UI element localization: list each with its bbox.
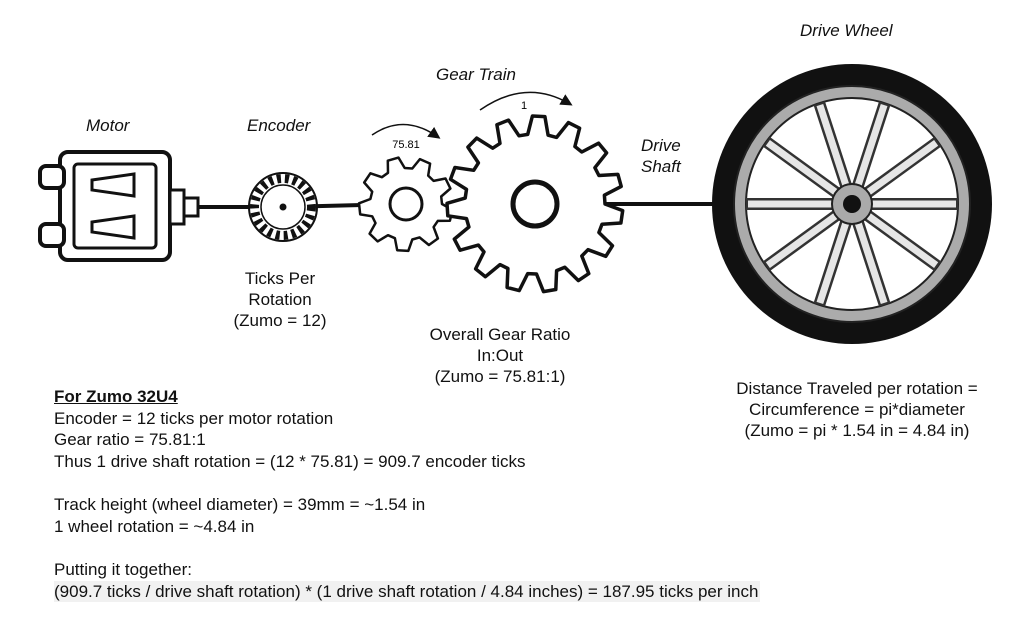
large-gear-rotation-arrow — [479, 91, 573, 111]
notes-line: 1 wheel rotation = ~4.84 in — [54, 516, 255, 536]
gear-caption-line3: (Zumo = 75.81:1) — [434, 367, 566, 386]
wheel-spoke-fill — [864, 140, 939, 197]
encoder-caption: Ticks Per Rotation (Zumo = 12) — [210, 268, 350, 331]
encoder-disc-icon — [248, 172, 318, 242]
motor-icon — [38, 150, 200, 262]
small-gear-rotation-arrow — [371, 123, 441, 139]
wheel-spoke-fill — [816, 104, 850, 188]
motor-label: Motor — [86, 116, 130, 135]
encoder-caption-line2: Rotation — [248, 290, 312, 309]
wheel-caption-line2: Circumference = pi*diameter — [749, 400, 965, 419]
drive-wheel-icon — [712, 64, 992, 344]
notes-line: Putting it together: — [54, 560, 192, 579]
drive-shaft-label: Drive Shaft — [641, 135, 681, 177]
wheel-spoke-fill — [854, 220, 888, 304]
wheel-spoke-fill — [816, 220, 850, 304]
wheel-spoke-fill — [765, 140, 840, 197]
gear-train-label: Gear Train — [436, 65, 516, 84]
large-gear-ratio-label: 1 — [521, 100, 527, 112]
wheel-caption-line3: (Zumo = pi * 1.54 in = 4.84 in) — [744, 421, 970, 440]
wheel-spoke-fill — [765, 211, 840, 268]
small-gear-ratio-label: 75.81 — [392, 139, 420, 151]
encoder-caption-line3: (Zumo = 12) — [233, 311, 327, 330]
drive-shaft-label-line2: Shaft — [641, 157, 681, 176]
encoder-caption-line1: Ticks Per — [244, 269, 316, 288]
wheel-spoke-fill — [854, 104, 888, 188]
wheel-spoke-fill — [864, 211, 939, 268]
small-gear-icon — [357, 156, 454, 253]
notes-line: Gear ratio = 75.81:1 — [54, 430, 206, 449]
calculation-notes: For Zumo 32U4 Encoder = 12 ticks per mot… — [54, 386, 761, 602]
notes-line: Thus 1 drive shaft rotation = (12 * 75.8… — [54, 451, 526, 471]
large-gear-icon — [445, 114, 625, 294]
drive-wheel-label: Drive Wheel — [800, 21, 893, 40]
drive-shaft-label-line1: Drive — [641, 136, 681, 155]
notes-header: For Zumo 32U4 — [54, 387, 178, 406]
gear-caption: Overall Gear Ratio In:Out (Zumo = 75.81:… — [400, 324, 600, 387]
encoder-label: Encoder — [247, 116, 311, 135]
gear-caption-line2: In:Out — [476, 346, 524, 365]
wheel-caption: Distance Traveled per rotation = Circumf… — [712, 378, 1002, 441]
wheel-caption-line1: Distance Traveled per rotation = — [736, 379, 978, 398]
notes-final-equation: (909.7 ticks / drive shaft rotation) * (… — [54, 580, 761, 602]
notes-line: Track height (wheel diameter) = 39mm = ~… — [54, 495, 426, 514]
gear-caption-line1: Overall Gear Ratio — [429, 325, 571, 344]
notes-line: Encoder = 12 ticks per motor rotation — [54, 408, 334, 428]
